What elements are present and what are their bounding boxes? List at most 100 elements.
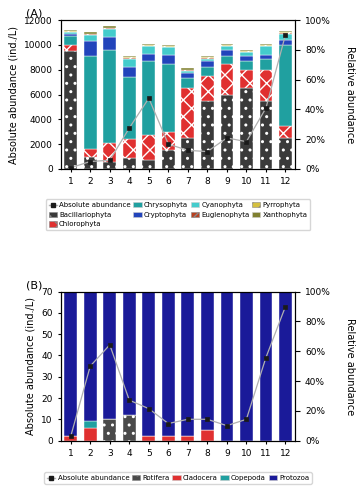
Bar — [123, 158, 136, 169]
Bar — [279, 33, 292, 34]
Bar — [221, 45, 233, 46]
Bar — [103, 143, 116, 162]
Bar — [103, 26, 116, 28]
Bar — [240, 70, 253, 88]
Bar — [279, 40, 292, 45]
Bar — [84, 156, 97, 169]
Bar — [279, 31, 292, 32]
Bar — [142, 292, 155, 436]
Bar — [142, 61, 155, 136]
Bar — [162, 132, 175, 150]
Bar — [103, 50, 116, 143]
Bar — [64, 34, 77, 36]
Bar — [240, 88, 253, 169]
Bar — [162, 47, 175, 48]
Bar — [221, 94, 233, 169]
Bar — [84, 422, 97, 428]
Bar — [279, 32, 292, 33]
Bar — [84, 149, 97, 156]
Bar — [260, 70, 272, 100]
Bar — [103, 28, 116, 29]
Bar — [260, 46, 272, 55]
Bar — [221, 50, 233, 56]
Bar — [162, 55, 175, 64]
Bar — [182, 78, 194, 88]
Bar — [84, 35, 97, 41]
Legend: Absolute abundance, Bacillariophyta, Chlorophyta, Chrysophyta, Cryptophyta, Cyan: Absolute abundance, Bacillariophyta, Chl… — [46, 200, 310, 230]
Bar — [201, 430, 214, 440]
Bar — [182, 74, 194, 78]
Legend: Absolute abundance, Rotifera, Cladocera, Copepoda, Protozoa: Absolute abundance, Rotifera, Cladocera,… — [44, 472, 312, 484]
Bar — [123, 67, 136, 77]
Bar — [201, 292, 214, 430]
Bar — [123, 139, 136, 158]
Bar — [103, 38, 116, 50]
Bar — [182, 436, 194, 440]
Bar — [182, 71, 194, 74]
Bar — [240, 56, 253, 61]
Bar — [123, 77, 136, 139]
Bar — [64, 292, 77, 436]
Bar — [240, 52, 253, 56]
Bar — [221, 292, 233, 440]
Bar — [182, 70, 194, 71]
Bar — [201, 100, 214, 169]
Bar — [279, 126, 292, 138]
Bar — [260, 100, 272, 169]
Bar — [162, 64, 175, 132]
Bar — [279, 45, 292, 126]
Bar — [142, 45, 155, 46]
Bar — [123, 415, 136, 440]
Bar — [279, 34, 292, 40]
Bar — [64, 45, 77, 51]
Bar — [221, 44, 233, 45]
Y-axis label: Relative abundance: Relative abundance — [344, 318, 355, 415]
Bar — [84, 32, 97, 34]
Bar — [64, 32, 77, 34]
Bar — [142, 160, 155, 169]
Bar — [64, 436, 77, 440]
Bar — [279, 292, 292, 440]
Bar — [221, 46, 233, 50]
Bar — [84, 34, 97, 35]
Bar — [123, 292, 136, 415]
Bar — [182, 68, 194, 70]
Bar — [162, 48, 175, 55]
Bar — [142, 436, 155, 440]
Bar — [221, 56, 233, 64]
Bar — [142, 46, 155, 54]
Bar — [64, 51, 77, 169]
Bar — [201, 76, 214, 100]
Bar — [260, 58, 272, 70]
Bar — [260, 55, 272, 58]
Bar — [182, 292, 194, 436]
Bar — [142, 54, 155, 61]
Bar — [142, 136, 155, 160]
Bar — [123, 58, 136, 67]
Bar — [240, 61, 253, 70]
Bar — [64, 31, 77, 32]
Bar — [84, 292, 97, 422]
Bar — [162, 436, 175, 440]
Bar — [162, 292, 175, 436]
Bar — [84, 56, 97, 149]
Bar — [201, 67, 214, 76]
Bar — [162, 150, 175, 169]
Bar — [162, 45, 175, 46]
Bar — [240, 51, 253, 52]
Bar — [260, 292, 272, 440]
Bar — [84, 428, 97, 440]
Bar — [221, 64, 233, 94]
Bar — [201, 61, 214, 67]
Bar — [201, 56, 214, 58]
Text: (B): (B) — [26, 280, 42, 290]
Bar — [260, 45, 272, 46]
Bar — [103, 162, 116, 169]
Bar — [84, 41, 97, 56]
Y-axis label: Absolute abundance (ind./L): Absolute abundance (ind./L) — [25, 297, 36, 435]
Bar — [201, 58, 214, 61]
Bar — [260, 44, 272, 45]
Bar — [64, 36, 77, 45]
Bar — [240, 50, 253, 51]
Bar — [64, 30, 77, 31]
